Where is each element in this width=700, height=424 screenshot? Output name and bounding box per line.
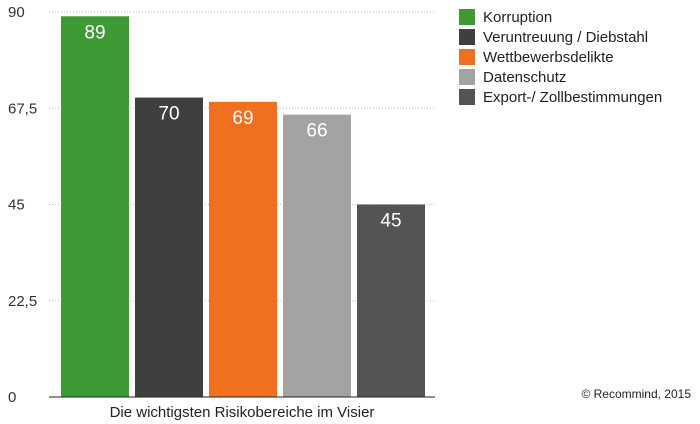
y-tick-label: 90 — [8, 4, 25, 21]
bar-value-labels: 89 70 69 66 45 — [84, 22, 401, 231]
bar-value-label: 66 — [306, 121, 327, 142]
legend-entry: Export-/ Zollbestimmungen — [483, 89, 662, 106]
legend-swatch — [459, 29, 475, 45]
y-tick-label: 45 — [8, 197, 25, 214]
legend-swatch — [459, 49, 475, 65]
bar — [357, 204, 425, 397]
legend-entry: Datenschutz — [483, 69, 566, 86]
x-axis-label: Die wichtigsten Risikobereiche im Visier — [110, 404, 375, 421]
y-axis-ticks: 0 22,5 45 67,5 90 — [8, 4, 37, 406]
bar — [209, 101, 277, 397]
bar — [61, 16, 129, 398]
y-tick-label: 67,5 — [8, 100, 37, 117]
bar — [135, 97, 203, 398]
bar — [283, 114, 351, 398]
bar-value-label: 70 — [158, 104, 179, 125]
source-note: © Recommind, 2015 — [581, 387, 691, 401]
y-tick-label: 0 — [8, 389, 16, 406]
bar-value-label: 69 — [232, 108, 253, 129]
legend-swatch — [459, 9, 475, 25]
y-tick-label: 22,5 — [8, 293, 37, 310]
bars — [61, 16, 425, 398]
legend-swatch — [459, 89, 475, 105]
legend-entry: Veruntreuung / Diebstahl — [483, 29, 648, 46]
legend-entry: Korruption — [483, 9, 552, 26]
bar-value-label: 45 — [380, 211, 401, 232]
bar-value-label: 89 — [84, 22, 105, 43]
legend: Korruption Veruntreuung / Diebstahl Wettbe… — [459, 9, 662, 106]
legend-swatch — [459, 69, 475, 85]
legend-entry: Wettbewerbsdelikte — [483, 49, 614, 66]
